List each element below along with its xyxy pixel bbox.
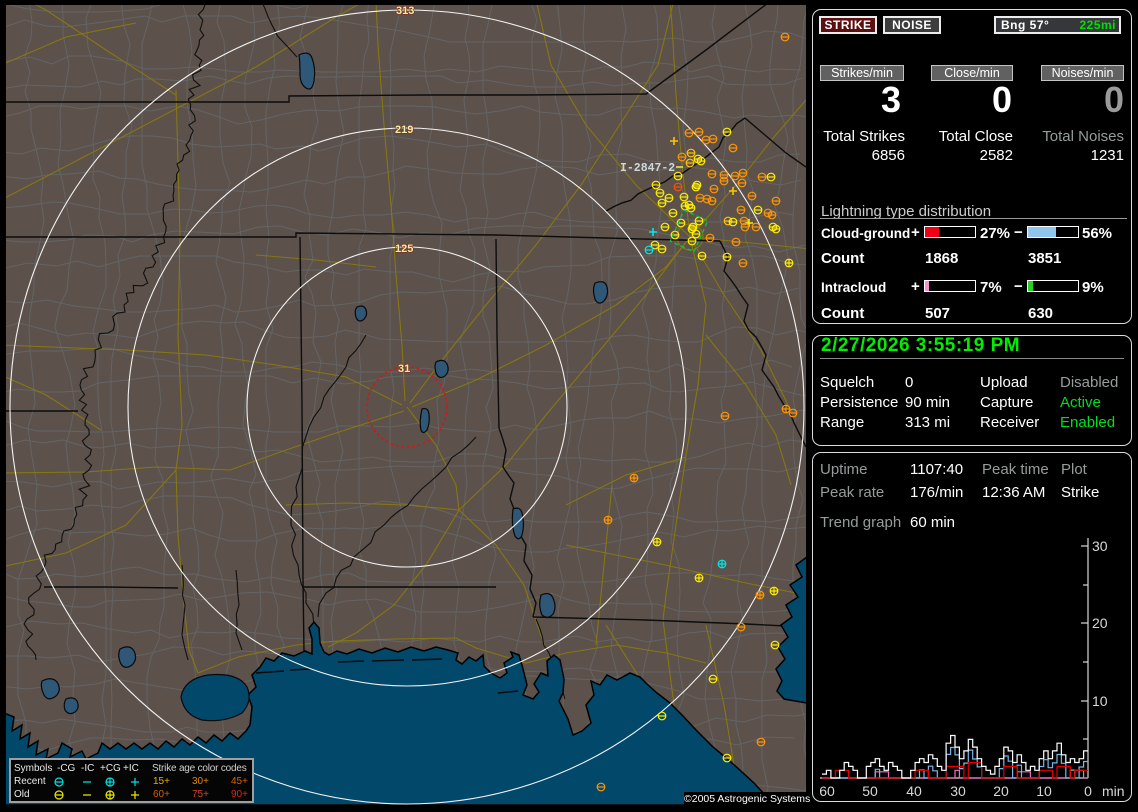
svg-text:10: 10: [1036, 783, 1052, 799]
svg-text:30: 30: [1092, 538, 1108, 554]
svg-text:125: 125: [395, 243, 413, 255]
svg-text:31: 31: [398, 363, 410, 375]
svg-text:60: 60: [819, 783, 835, 799]
svg-text:0: 0: [1084, 783, 1092, 799]
svg-text:40: 40: [906, 783, 922, 799]
svg-text:min: min: [1102, 783, 1125, 799]
svg-text:20: 20: [993, 783, 1009, 799]
svg-text:I-2847-2: I-2847-2: [620, 162, 675, 175]
svg-text:30: 30: [950, 783, 966, 799]
svg-text:50: 50: [862, 783, 878, 799]
svg-text:10: 10: [1092, 693, 1108, 709]
svg-text:20: 20: [1092, 615, 1108, 631]
svg-text:219: 219: [395, 124, 413, 136]
svg-text:313: 313: [396, 5, 414, 17]
